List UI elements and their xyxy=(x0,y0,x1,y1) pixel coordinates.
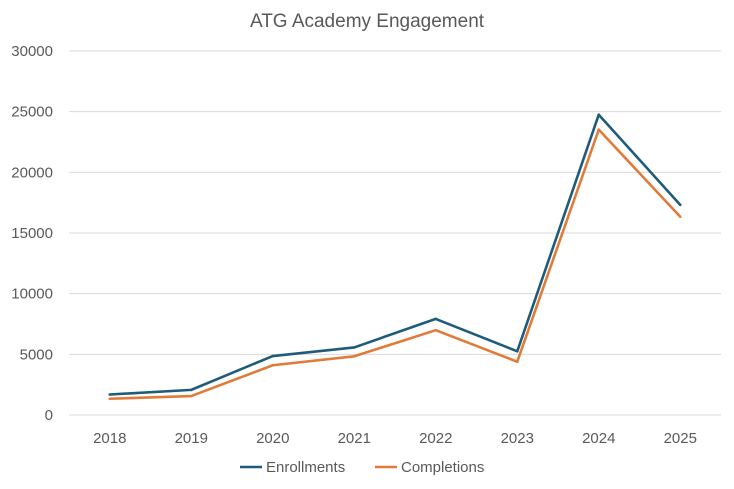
y-tick-label: 30000 xyxy=(11,43,53,60)
y-tick-label: 5000 xyxy=(20,346,53,363)
x-tick-label: 2018 xyxy=(93,430,126,447)
x-tick-label: 2023 xyxy=(501,430,534,447)
data-point xyxy=(678,215,682,219)
series-line-completions xyxy=(109,128,682,401)
chart-title: ATG Academy Engagement xyxy=(250,11,485,32)
data-point xyxy=(678,203,682,207)
data-point xyxy=(352,346,356,349)
data-point xyxy=(189,388,193,392)
x-tick-label: 2024 xyxy=(582,430,615,447)
data-point xyxy=(434,328,438,332)
data-point xyxy=(515,360,519,364)
data-point xyxy=(352,354,356,358)
data-point xyxy=(271,363,275,367)
x-tick-label: 2020 xyxy=(256,430,289,447)
data-point xyxy=(108,393,112,396)
x-tick-label: 2025 xyxy=(664,430,697,447)
x-tick-label: 2022 xyxy=(419,430,452,447)
y-tick-label: 20000 xyxy=(11,164,53,181)
data-point xyxy=(597,113,601,116)
data-point xyxy=(271,354,275,358)
gridlines xyxy=(69,50,721,416)
data-point xyxy=(597,128,601,131)
series-line-enrollments xyxy=(109,113,682,396)
x-tick-label: 2021 xyxy=(338,430,371,447)
data-point xyxy=(515,350,519,353)
data-point xyxy=(189,394,193,398)
y-axis: 0 5000 10000 15000 20000 25000 30000 xyxy=(11,43,53,424)
y-tick-label: 10000 xyxy=(11,286,53,303)
y-tick-label: 25000 xyxy=(11,104,53,121)
y-tick-label: 0 xyxy=(45,407,53,424)
series-lines xyxy=(108,113,682,401)
legend-label: Enrollments xyxy=(266,459,345,476)
x-tick-label: 2019 xyxy=(175,430,208,447)
data-point xyxy=(434,317,438,321)
y-tick-label: 15000 xyxy=(11,225,53,242)
legend: Enrollments Completions xyxy=(240,459,484,476)
legend-label: Completions xyxy=(401,459,484,476)
data-point xyxy=(108,397,112,401)
x-axis: 2018 2019 2020 2021 2022 2023 2024 2025 xyxy=(93,430,697,447)
